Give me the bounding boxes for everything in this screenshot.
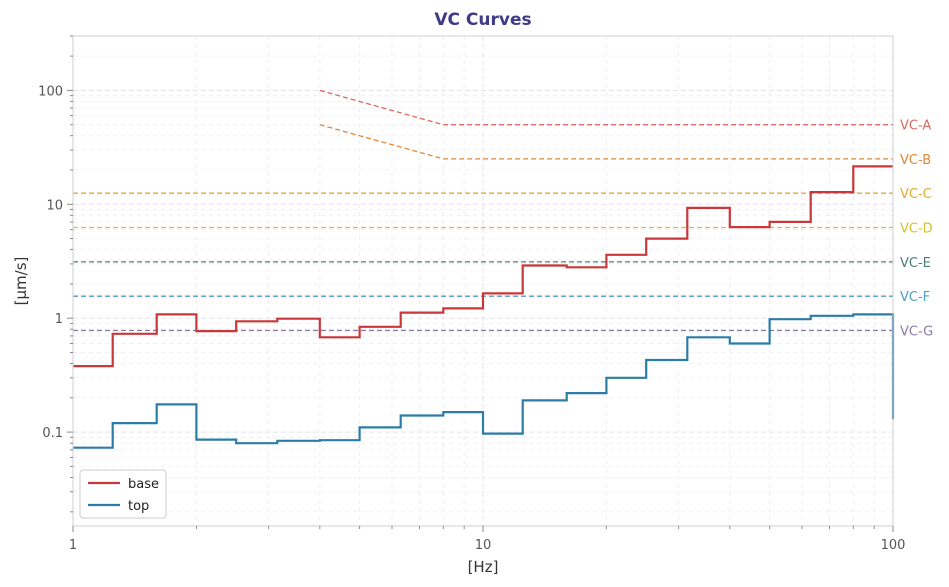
x-axis-label: [Hz] <box>468 558 499 576</box>
legend: base top <box>79 469 167 519</box>
vc-a-curve <box>319 89 893 126</box>
vc-a-label: VC-A <box>900 119 931 134</box>
chart-title: VC Curves <box>434 10 531 30</box>
axis-ticks: 1 10 100 0.1 1 10 100 <box>38 35 906 553</box>
vc-e-label: VC-E <box>900 256 931 271</box>
x-tick-label: 100 <box>881 538 906 553</box>
base-series-line <box>73 165 893 368</box>
y-tick-label: 0.1 <box>42 426 63 441</box>
legend-base-label: base <box>128 477 159 492</box>
y-tick-label: 100 <box>38 84 63 99</box>
vc-reference-curves: VC-A VC-B VC-C VC-D VC-E VC-F VC-G <box>73 89 933 340</box>
vc-c-label: VC-C <box>900 187 932 202</box>
grid-lines <box>72 35 894 526</box>
vc-b-label: VC-B <box>900 153 931 168</box>
vc-g-label: VC-G <box>900 325 933 340</box>
vc-d-label: VC-D <box>900 222 933 237</box>
legend-top-label: top <box>128 499 149 514</box>
y-tick-label: 1 <box>55 312 63 327</box>
top-series-line <box>73 313 895 449</box>
vc-f-label: VC-F <box>900 290 930 305</box>
data-series <box>73 165 895 449</box>
y-tick-label: 10 <box>46 198 63 213</box>
x-tick-label: 10 <box>475 538 492 553</box>
x-tick-label: 1 <box>69 538 77 553</box>
y-axis-label: [µm/s] <box>12 257 30 306</box>
vc-b-curve <box>319 124 893 160</box>
